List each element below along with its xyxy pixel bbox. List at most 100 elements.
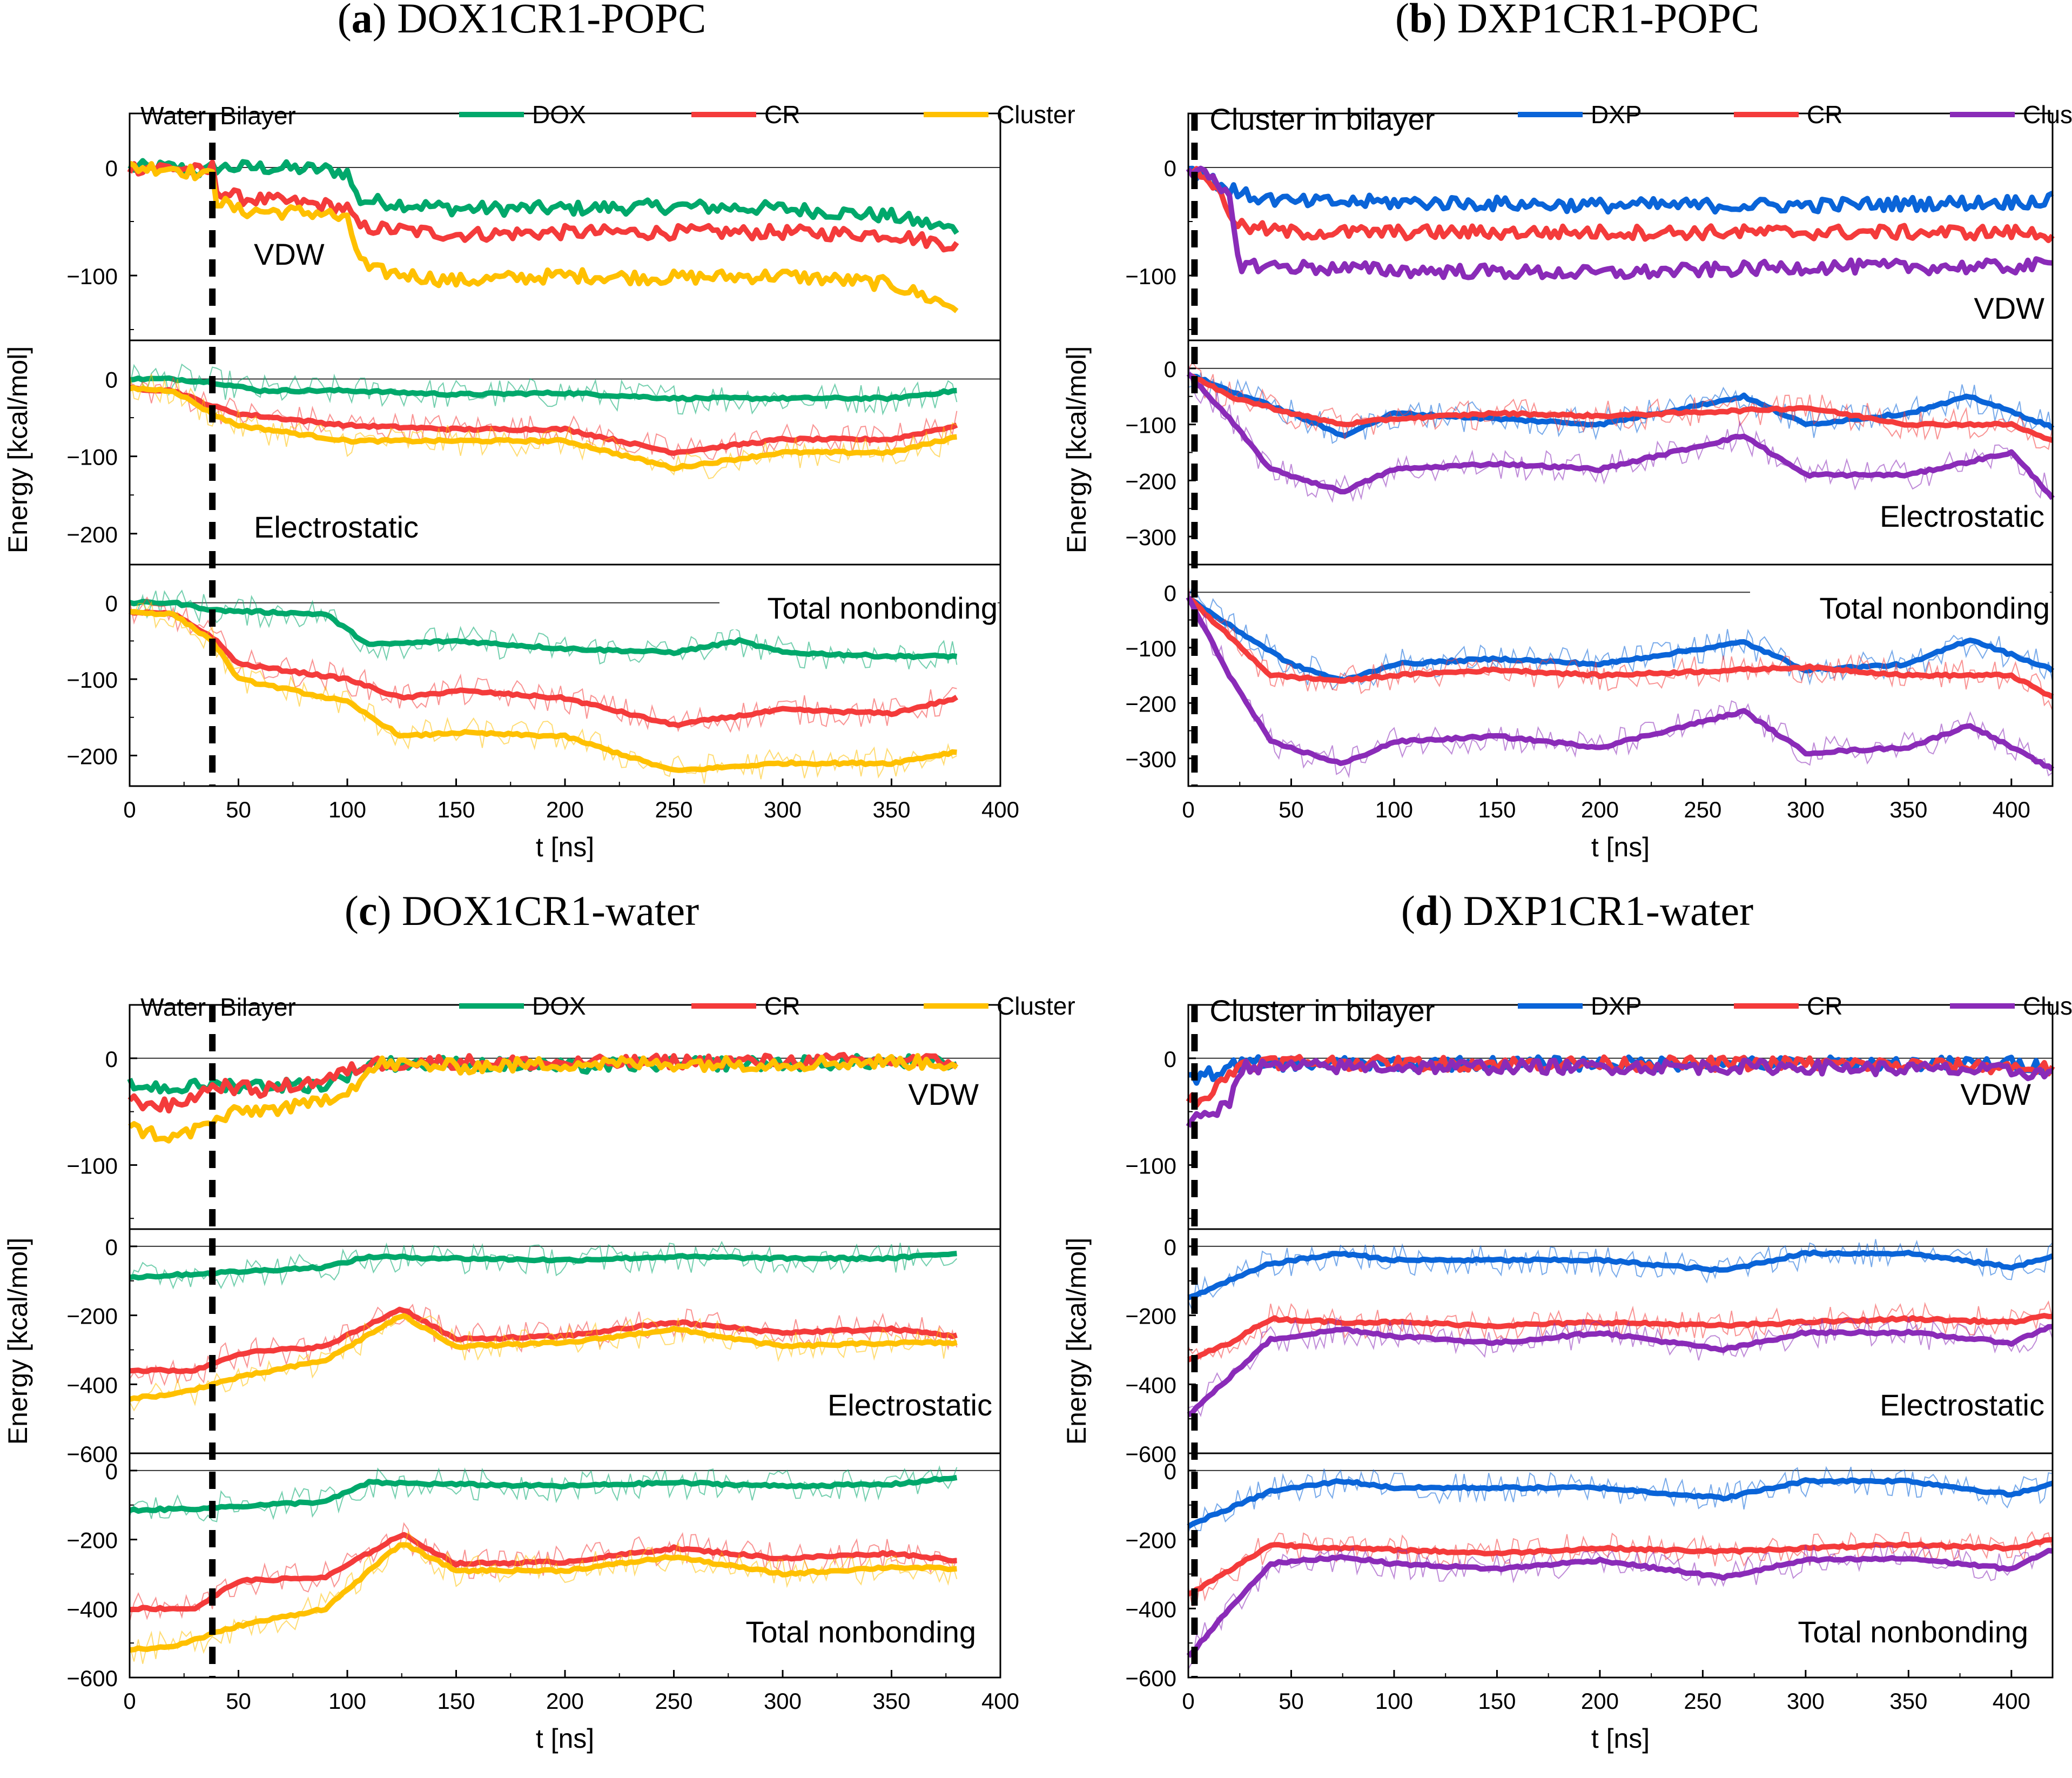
series-raw-dox: [129, 1240, 958, 1290]
series-line-dxp: [1187, 1249, 2054, 1300]
series-line-cr: [127, 159, 959, 253]
panel-title: (d) DXP1CR1-water: [1401, 887, 1753, 934]
series-raw-dxp: [1188, 372, 2053, 444]
title-paren-open: (: [345, 887, 359, 934]
x-tick-label: 300: [764, 1688, 802, 1714]
region-label-water: Water: [140, 102, 206, 130]
x-tick-label: 400: [1993, 1688, 2030, 1714]
y-tick-label: −100: [1125, 636, 1176, 661]
subplot-total-nonbonding: 0 −200 −400 −600 Total nonbonding: [66, 1452, 1001, 1691]
title-paren-close: ): [1438, 887, 1463, 934]
series-line-cluster: [1186, 1548, 2053, 1658]
series-raw-cluster: [1188, 588, 2053, 779]
x-tick-label: 150: [1478, 1688, 1516, 1714]
y-tick-label: 0: [105, 367, 118, 393]
panel-c: (c) DOX1CR1-water Energy [kcal/mol] 0 −100 V…: [3, 887, 1075, 1754]
legend-label-dox: DOX: [532, 100, 586, 129]
y-axis-label: Energy [kcal/mol]: [3, 1238, 33, 1445]
series-raw-cr: [1188, 585, 2053, 711]
x-tick-label: 100: [328, 1688, 366, 1714]
x-tick-label: 200: [1581, 797, 1619, 822]
subplot-frame: [1187, 1452, 2054, 1679]
region-label-bilayer: Bilayer: [220, 102, 296, 130]
y-tick-label: −300: [1125, 747, 1176, 772]
legend-label-cr: CR: [764, 992, 800, 1020]
subplot-label: Electrostatic: [1880, 1388, 2044, 1422]
series-line-cr: [129, 384, 958, 456]
x-tick-label: 350: [872, 1688, 910, 1714]
panel-b: (b) DXP1CR1-POPC Energy [kcal/mol] 0 −100 VD…: [1061, 0, 2072, 862]
x-axis-label: t [ns]: [1591, 832, 1650, 862]
y-tick-label: 0: [1164, 1459, 1176, 1484]
series-raw-cluster: [1188, 364, 2053, 504]
y-tick-label: −100: [1125, 1153, 1176, 1178]
series-line-dox: [129, 1474, 958, 1514]
x-tick-label: 400: [981, 1688, 1019, 1714]
series-line-cluster: [129, 1313, 958, 1402]
subplot-label: VDW: [1974, 291, 2044, 325]
legend-label-cr: CR: [764, 100, 800, 129]
subplot-electrostatic: 0 −100 −200 −300 Electrostatic: [1125, 339, 2055, 566]
series-raw-dox: [129, 1465, 958, 1522]
legend-label-cluster: Cluster: [2023, 992, 2072, 1020]
x-tick-label: 200: [546, 1688, 584, 1714]
x-tick-label: 350: [1889, 1688, 1927, 1714]
x-tick-label: 100: [328, 797, 366, 822]
y-tick-label: −100: [1125, 413, 1176, 438]
series-raw-dxp: [1188, 1239, 2053, 1313]
y-tick-label: −400: [1125, 1596, 1176, 1622]
subplot-frame: [1187, 112, 2054, 341]
panel-title: (b) DXP1CR1-POPC: [1395, 0, 1759, 42]
x-tick-label: 0: [1182, 797, 1194, 822]
y-tick-label: −200: [1125, 1304, 1176, 1329]
y-tick-label: −600: [66, 1441, 118, 1467]
series-line-dxp: [1188, 165, 2054, 215]
x-tick-label: 250: [1684, 1688, 1721, 1714]
series-line-cr: [1187, 166, 2055, 244]
title-paren-close: ): [1432, 0, 1457, 42]
subplot-electrostatic: 0 −200 −400 −600 Electrostatic: [1125, 1228, 2054, 1467]
panel-title: (a) DOX1CR1-POPC: [338, 0, 707, 42]
x-tick-label: 250: [1684, 797, 1721, 822]
subplot-total-nonbonding: 0 −100 −200 −300 Total nonbonding: [1125, 563, 2055, 787]
y-tick-label: 0: [1164, 1234, 1176, 1260]
series-raw-cluster: [1188, 1316, 2053, 1418]
x-tick-label: 250: [655, 1688, 692, 1714]
subplot-total-nonbonding: 0 −100 −200 Total nonbonding: [66, 563, 1001, 787]
region-label-cluster-in-bilayer: Cluster in bilayer: [1209, 102, 1435, 136]
x-tick-label: 50: [226, 1688, 251, 1714]
region-label-bilayer: Bilayer: [220, 993, 296, 1021]
label-backdrop: [719, 592, 998, 629]
x-axis-label: t [ns]: [1591, 1723, 1650, 1754]
subplot-label: Total nonbonding: [767, 591, 998, 625]
x-tick-label: 50: [226, 797, 251, 822]
series-line-cluster: [128, 1053, 959, 1144]
title-letter: d: [1415, 887, 1438, 934]
x-tick-label: 350: [872, 797, 910, 822]
series-line-dox: [129, 375, 957, 402]
panel-title: (c) DOX1CR1-water: [345, 887, 699, 934]
y-tick-label: −300: [1125, 525, 1176, 550]
x-tick-label: 100: [1375, 1688, 1413, 1714]
x-tick-label: 350: [1889, 797, 1927, 822]
title-letter: c: [359, 887, 378, 934]
x-tick-label: 150: [437, 1688, 475, 1714]
y-tick-label: −100: [66, 445, 118, 470]
subplot-vdw: 0 −100 VDW: [1125, 1004, 2055, 1230]
x-tick-label: 300: [1787, 797, 1825, 822]
title-paren-close: ): [373, 0, 397, 42]
y-tick-label: −200: [1125, 1528, 1176, 1553]
y-tick-label: 0: [1164, 156, 1176, 181]
x-tick-label: 50: [1279, 797, 1304, 822]
title-paren-open: (: [1401, 887, 1415, 934]
series-line-cr: [1187, 372, 2054, 443]
y-tick-label: −200: [1125, 468, 1176, 494]
panel-d: (d) DXP1CR1-water Energy [kcal/mol] 0 −100 V…: [1061, 887, 2072, 1754]
y-tick-label: 0: [105, 156, 118, 181]
y-tick-label: 0: [105, 1046, 118, 1072]
series-line-cr: [1187, 596, 2054, 700]
series-line-cr: [129, 608, 959, 728]
y-tick-label: 0: [105, 1234, 118, 1260]
subplot-label: Total nonbonding: [1819, 591, 2050, 625]
y-tick-label: −200: [66, 1304, 118, 1329]
